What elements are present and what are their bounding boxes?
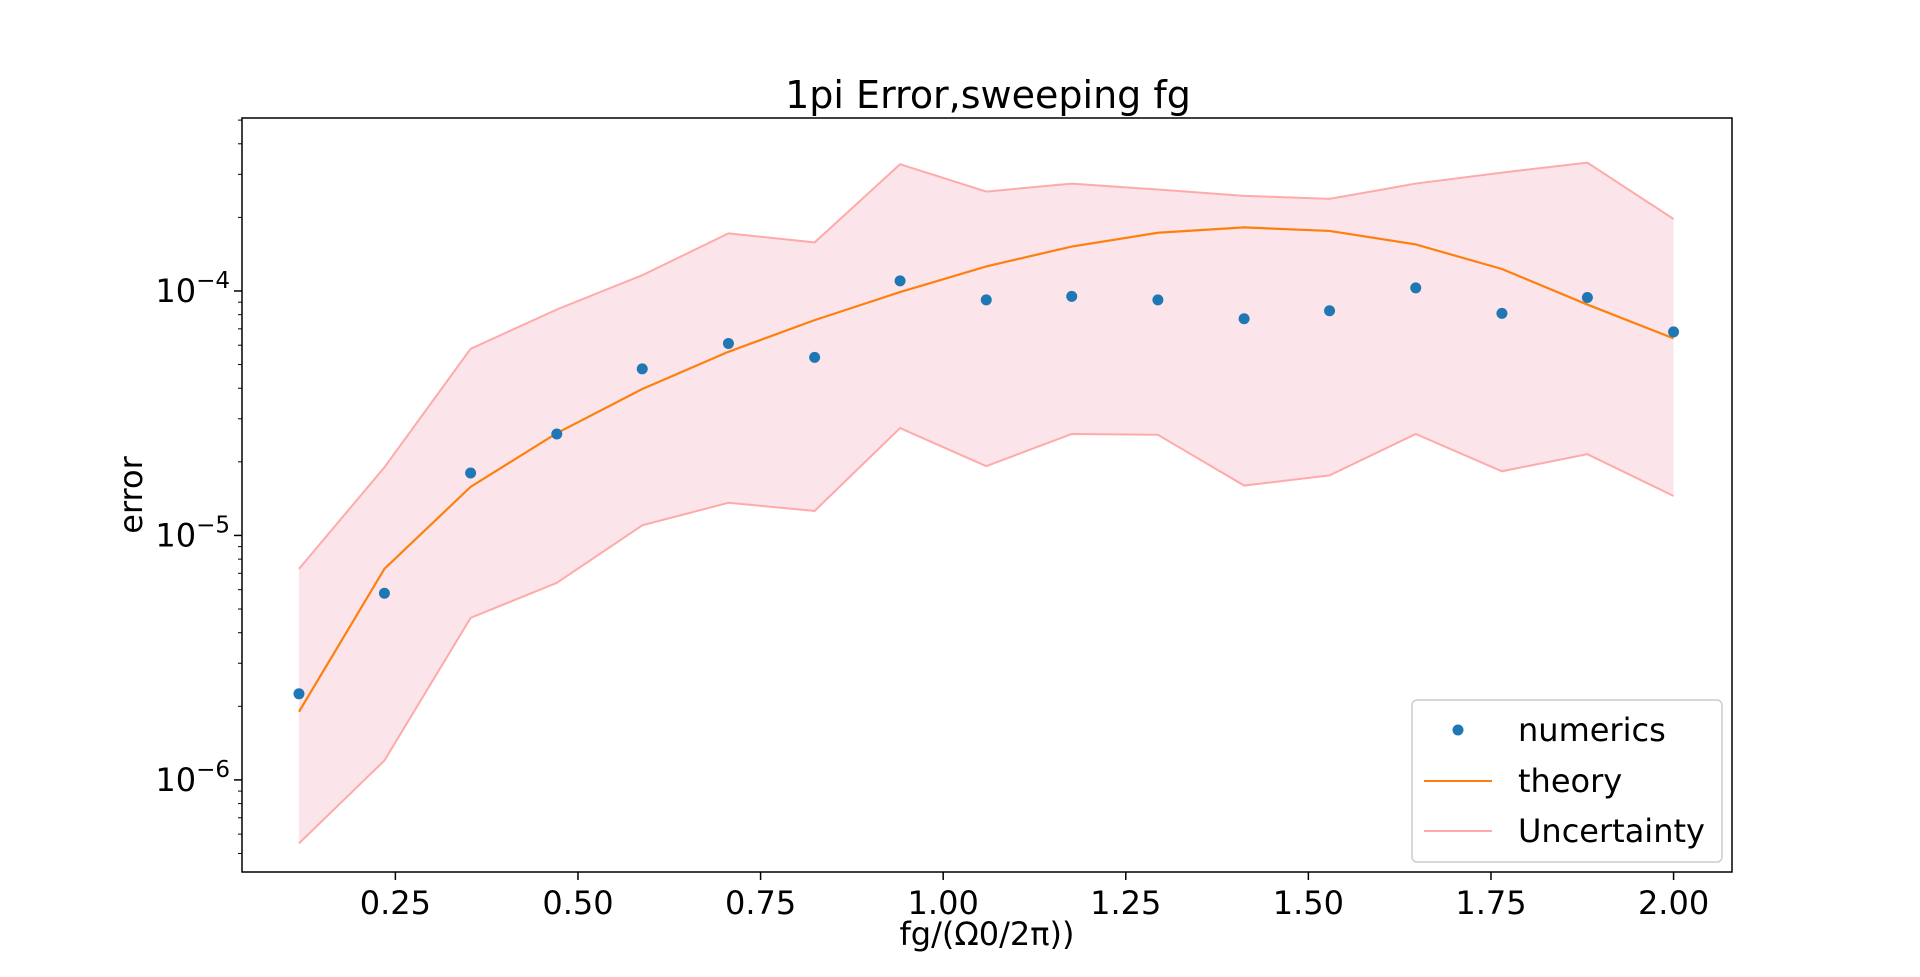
uncertainty-upper-line bbox=[298, 161, 1675, 570]
numerics-point bbox=[1581, 292, 1593, 304]
uncertainty-band bbox=[298, 162, 1674, 844]
x-axis-label: fg/(Ω0/2π)) bbox=[899, 915, 1074, 953]
numerics-point bbox=[293, 688, 305, 700]
x-tick-label: 0.50 bbox=[542, 884, 613, 922]
numerics-point bbox=[636, 363, 648, 375]
numerics-point bbox=[551, 428, 563, 440]
numerics-point bbox=[1324, 305, 1336, 317]
y-axis-label: error bbox=[112, 455, 150, 533]
numerics-point bbox=[809, 351, 821, 363]
numerics-point bbox=[465, 467, 477, 479]
x-tick-label: 0.75 bbox=[725, 884, 796, 922]
axes-frame bbox=[241, 117, 1733, 873]
numerics-point bbox=[1152, 294, 1164, 306]
y-tick-label: 10−5 bbox=[155, 512, 230, 554]
axis-ticks: 0.25 0.50 0.75 1.00 1.25 1.50 1.75 2.00 10−6 10−5… bbox=[155, 119, 1709, 922]
numerics-point bbox=[378, 587, 390, 599]
x-tick-label: 1.00 bbox=[908, 884, 979, 922]
numerics-point bbox=[980, 294, 992, 306]
x-tick-label: 1.75 bbox=[1455, 884, 1526, 922]
x-tick-label: 1.50 bbox=[1273, 884, 1344, 922]
x-tick-label: 1.25 bbox=[1090, 884, 1161, 922]
y-tick-label: 10−4 bbox=[155, 268, 230, 310]
numerics-point bbox=[722, 337, 734, 349]
theory-line bbox=[298, 226, 1674, 713]
legend-label: Uncertainty bbox=[1518, 812, 1705, 850]
x-tick-label: 2.00 bbox=[1638, 884, 1709, 922]
legend-marker-numerics bbox=[1452, 724, 1464, 736]
numerics-point bbox=[1496, 307, 1508, 319]
chart-title: 1pi Error,sweeping fg bbox=[785, 73, 1191, 117]
numerics-point bbox=[1066, 290, 1078, 302]
numerics-point bbox=[1410, 282, 1422, 294]
plot-area bbox=[293, 161, 1680, 845]
legend-box bbox=[1411, 699, 1723, 863]
x-tick-label: 0.25 bbox=[360, 884, 431, 922]
y-tick-label: 10−6 bbox=[155, 757, 230, 799]
numerics-point bbox=[1668, 326, 1680, 338]
uncertainty-lower-line bbox=[298, 426, 1675, 845]
numerics-point bbox=[894, 275, 906, 287]
legend-label: theory bbox=[1518, 762, 1622, 800]
legend-label: numerics bbox=[1518, 711, 1666, 749]
legend: numerics theory Uncertainty bbox=[1411, 699, 1723, 863]
numerics-point bbox=[1238, 313, 1250, 325]
